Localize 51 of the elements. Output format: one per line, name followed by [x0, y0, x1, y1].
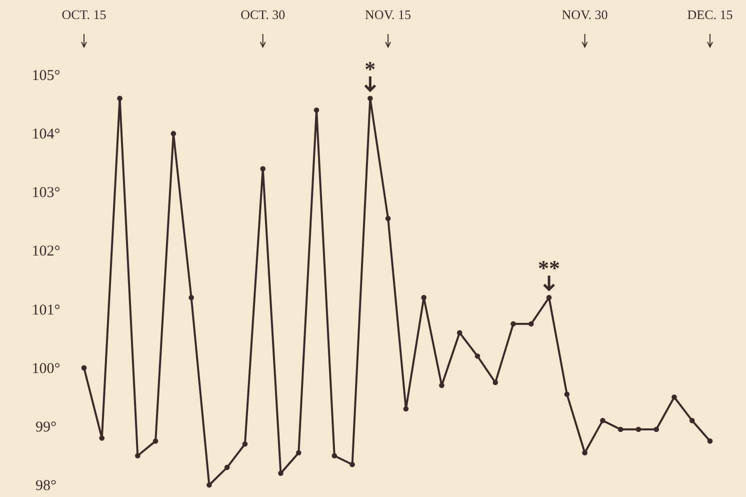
point	[439, 382, 444, 388]
y-tick-label: 102°	[32, 244, 60, 260]
x-tick-label: DEC. 15	[687, 7, 733, 22]
point	[242, 441, 248, 447]
point	[689, 418, 695, 424]
x-tick-label: NOV. 30	[562, 7, 608, 22]
point	[385, 216, 391, 222]
point	[618, 426, 624, 432]
annotation: **	[538, 256, 560, 281]
point	[332, 453, 338, 458]
y-tick-label: 100°	[32, 360, 60, 377]
point	[135, 453, 140, 458]
point	[564, 392, 570, 397]
point	[600, 418, 606, 424]
point	[99, 436, 105, 441]
y-tick-label: 101°	[32, 302, 60, 318]
annotation: *	[364, 56, 376, 82]
x-tick-label: OCT. 30	[240, 7, 286, 22]
point	[350, 462, 355, 468]
y-tick-label: 105°	[32, 68, 60, 84]
y-tick-label: 99°	[36, 419, 56, 436]
point	[368, 96, 373, 102]
y-tick-label: 98°	[36, 478, 56, 494]
y-tick-label: 104°	[32, 126, 60, 143]
point	[170, 130, 176, 136]
point	[510, 321, 516, 327]
point	[707, 438, 713, 444]
point	[492, 380, 498, 386]
point	[636, 426, 642, 432]
point	[224, 464, 230, 470]
point	[582, 450, 588, 456]
point	[403, 406, 409, 412]
point	[117, 96, 122, 102]
point	[188, 294, 194, 300]
point	[81, 365, 87, 370]
point	[296, 450, 302, 456]
point	[314, 108, 320, 113]
point	[528, 321, 534, 327]
point	[421, 294, 426, 300]
point	[278, 470, 284, 476]
point	[672, 394, 677, 400]
y-tick-label: 103°	[32, 185, 60, 202]
point	[152, 438, 158, 444]
point	[546, 294, 552, 300]
point	[474, 354, 480, 359]
point	[456, 330, 462, 336]
x-tick-label: NOV. 15	[365, 7, 412, 22]
point	[260, 166, 266, 172]
point	[206, 482, 212, 488]
x-tick-label: OCT. 15	[62, 7, 106, 22]
point	[654, 426, 659, 432]
